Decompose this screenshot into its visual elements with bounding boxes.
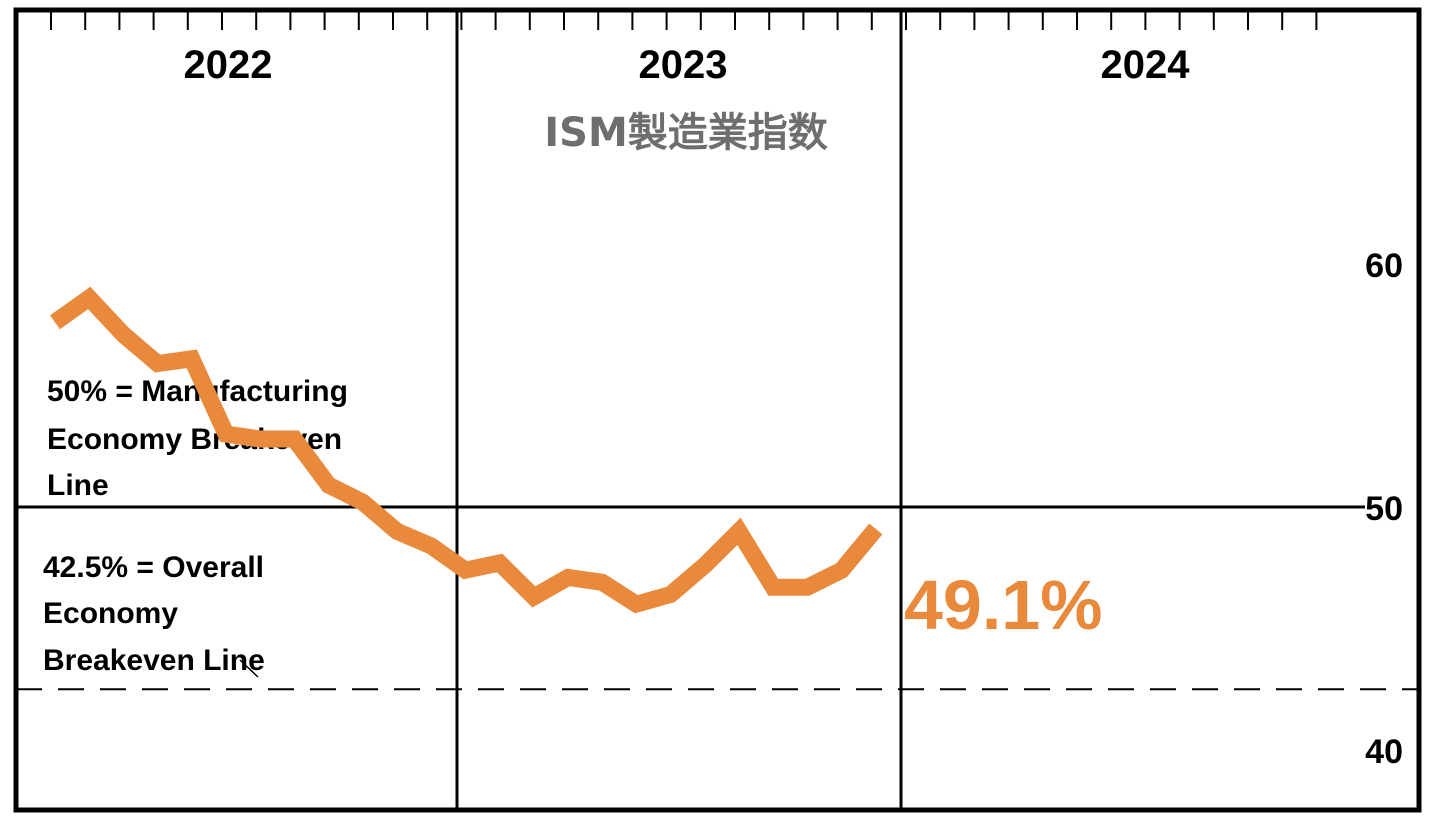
y-tick-label-40: 40 xyxy=(1365,733,1403,771)
data-point-2022-09 xyxy=(328,484,330,486)
data-point-2022-01 xyxy=(54,321,56,323)
data-point-2022-12 xyxy=(430,545,432,547)
data-point-2022-03 xyxy=(122,334,124,335)
last-value-label: 49.1% xyxy=(904,566,1102,644)
data-point-2023-02 xyxy=(499,562,501,564)
overall-note-pointer xyxy=(239,659,259,678)
data-point-2022-02 xyxy=(88,297,90,299)
data-point-2024-01 xyxy=(875,528,877,530)
data-point-2023-10 xyxy=(772,586,774,588)
data-point-2023-05 xyxy=(601,581,603,583)
data-point-2023-09 xyxy=(738,530,740,532)
data-point-2022-10 xyxy=(362,501,364,503)
data-point-2023-12 xyxy=(841,569,843,571)
year-label-2022: 2022 xyxy=(184,43,273,87)
data-point-2022-05 xyxy=(191,358,193,360)
chart-title: ISM製造業指数 xyxy=(544,110,828,156)
data-point-2023-03 xyxy=(533,596,535,598)
overall-note-line-3: Breakeven Line xyxy=(43,644,265,677)
data-point-2022-07 xyxy=(259,438,261,440)
overall-note-line-1: 42.5% = Overall xyxy=(43,551,264,584)
data-point-2022-08 xyxy=(293,438,295,440)
month-ticks xyxy=(50,12,1318,30)
data-point-2023-06 xyxy=(635,603,637,605)
y-tick-label-50: 50 xyxy=(1365,490,1403,528)
year-label-2024: 2024 xyxy=(1101,43,1191,87)
ism-data-points xyxy=(54,297,877,605)
data-point-2023-11 xyxy=(806,586,808,588)
y-tick-label-60: 60 xyxy=(1365,247,1403,285)
data-point-2022-06 xyxy=(225,433,227,435)
data-point-2023-04 xyxy=(567,577,569,578)
manufacturing-note-line-3: Line xyxy=(47,469,109,502)
data-point-2023-08 xyxy=(704,564,706,566)
data-point-2023-07 xyxy=(670,594,672,595)
data-point-2022-11 xyxy=(396,530,398,532)
data-point-2022-04 xyxy=(157,363,159,365)
chart-frame xyxy=(13,7,1422,813)
year-label-2023: 2023 xyxy=(639,43,728,87)
overall-note-line-2: Economy xyxy=(43,597,178,630)
data-point-2023-01 xyxy=(464,569,466,571)
